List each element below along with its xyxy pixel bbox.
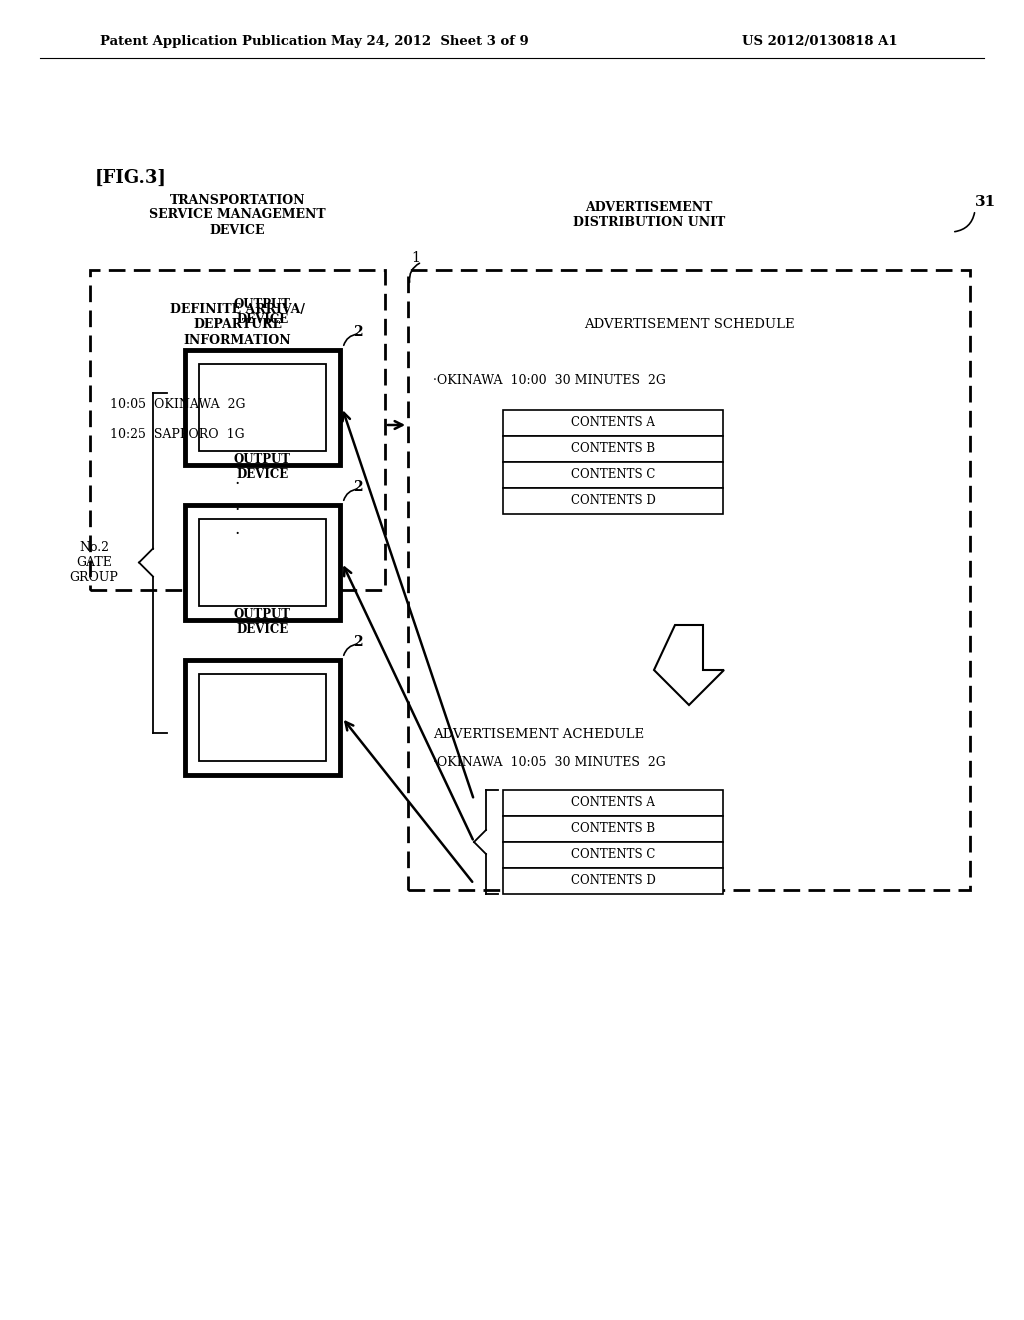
Text: ADVERTISEMENT ACHEDULE: ADVERTISEMENT ACHEDULE [433,729,644,742]
Text: ADVERTISEMENT SCHEDULE: ADVERTISEMENT SCHEDULE [584,318,795,331]
Bar [503,816,723,842]
Text: 2: 2 [353,325,362,339]
Text: OUTPUT
DEVICE: OUTPUT DEVICE [234,298,291,326]
Text: CONTENTS A: CONTENTS A [571,796,655,809]
Text: CONTENTS D: CONTENTS D [570,495,655,507]
Text: Patent Application Publication: Patent Application Publication [100,36,327,49]
Text: 1: 1 [412,251,421,265]
Polygon shape [654,624,724,705]
Text: .: . [234,496,240,513]
Bar [185,660,340,775]
Text: DEFINITE ARRIVA/
DEPARTURE
INFORMATION: DEFINITE ARRIVA/ DEPARTURE INFORMATION [170,304,305,346]
Text: CONTENTS C: CONTENTS C [570,469,655,482]
Text: CONTENTS D: CONTENTS D [570,874,655,887]
Bar [90,271,385,590]
Text: TRANSPORTATION
SERVICE MANAGEMENT
DEVICE: TRANSPORTATION SERVICE MANAGEMENT DEVICE [150,194,326,236]
Bar [503,462,723,488]
Text: US 2012/0130818 A1: US 2012/0130818 A1 [742,36,898,49]
Text: .: . [234,471,240,488]
Bar [199,519,326,606]
Bar [199,364,326,451]
Bar [503,869,723,894]
Bar [185,350,340,465]
Text: .: . [234,521,240,539]
Text: 10:25  SAPPORO  1G: 10:25 SAPPORO 1G [110,429,245,441]
Text: CONTENTS B: CONTENTS B [571,822,655,836]
Bar [185,506,340,620]
Bar [503,789,723,816]
Text: 31: 31 [975,195,996,209]
Bar [503,842,723,869]
Text: ·OKINAWA  10:00  30 MINUTES  2G: ·OKINAWA 10:00 30 MINUTES 2G [433,374,666,387]
Bar [503,436,723,462]
Bar [408,271,970,890]
Text: OUTPUT
DEVICE: OUTPUT DEVICE [234,609,291,636]
Text: CONTENTS B: CONTENTS B [571,442,655,455]
Text: No.2
GATE
GROUP: No.2 GATE GROUP [70,541,119,583]
Bar [199,675,326,762]
Bar [503,411,723,436]
Text: ADVERTISEMENT
DISTRIBUTION UNIT: ADVERTISEMENT DISTRIBUTION UNIT [572,201,725,228]
Text: 2: 2 [353,635,362,649]
Text: 10:05  OKINAWA  2G: 10:05 OKINAWA 2G [110,399,246,412]
Text: 2: 2 [353,480,362,494]
Text: ·OKINAWA  10:05  30 MINUTES  2G: ·OKINAWA 10:05 30 MINUTES 2G [433,756,666,770]
Text: CONTENTS A: CONTENTS A [571,417,655,429]
Text: CONTENTS C: CONTENTS C [570,849,655,862]
Text: [FIG.3]: [FIG.3] [95,169,167,187]
Text: May 24, 2012  Sheet 3 of 9: May 24, 2012 Sheet 3 of 9 [331,36,528,49]
Text: OUTPUT
DEVICE: OUTPUT DEVICE [234,453,291,480]
Bar [503,488,723,513]
